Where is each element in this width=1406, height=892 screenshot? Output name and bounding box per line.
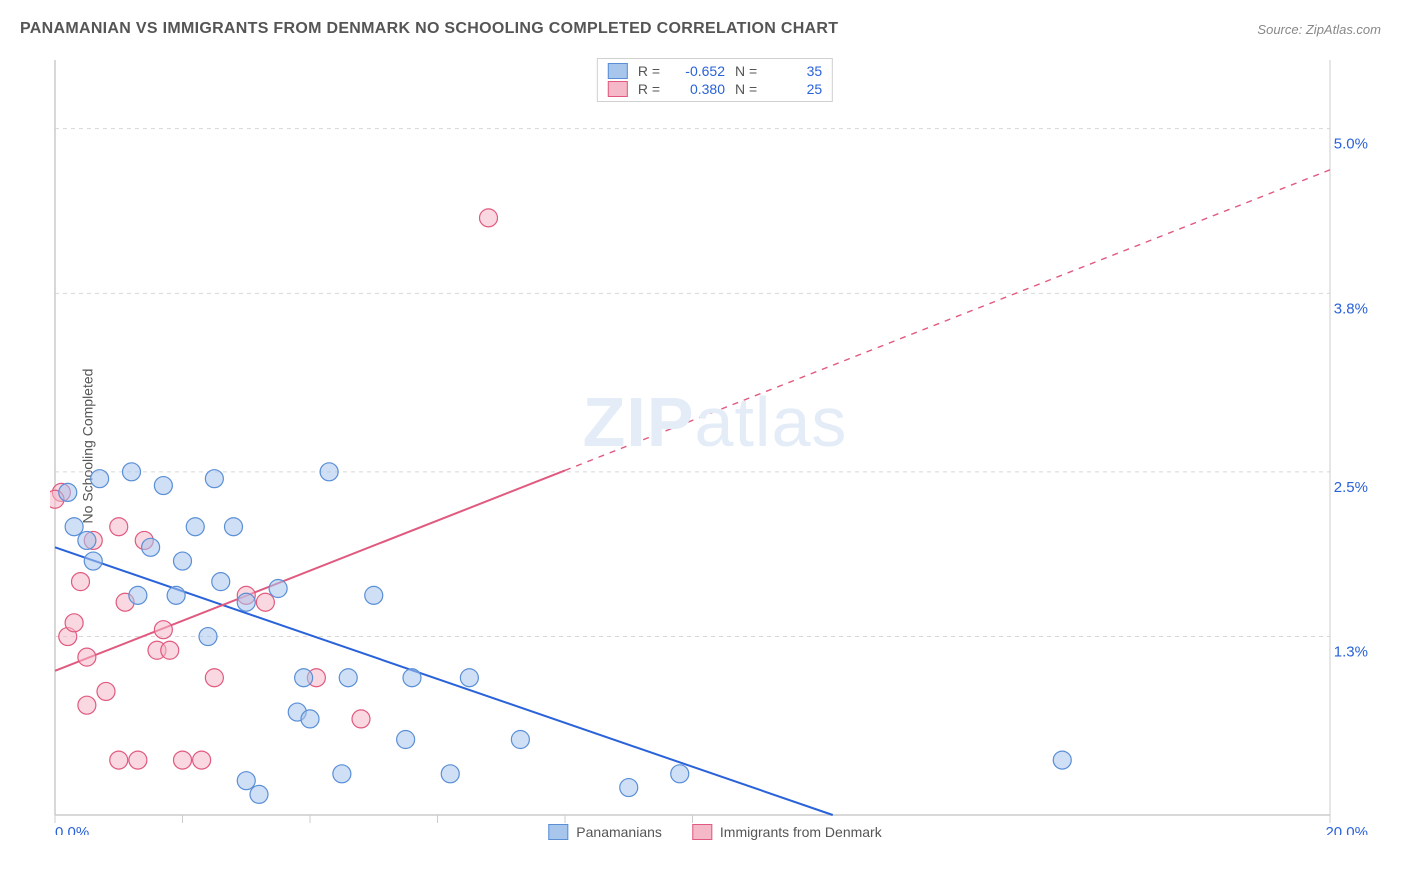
svg-text:3.8%: 3.8% — [1334, 300, 1368, 317]
svg-text:20.0%: 20.0% — [1325, 824, 1368, 835]
legend-bottom-swatch-1 — [692, 824, 712, 840]
legend-n-label: N = — [735, 81, 757, 97]
legend-r-label: R = — [638, 63, 660, 79]
scatter-chart-svg: 1.3% 2.5% 3.8% 5.0% 0.0% 20.0% — [50, 55, 1380, 835]
legend-item-0: Panamanians — [548, 824, 662, 840]
legend-bottom-swatch-0 — [548, 824, 568, 840]
source-name: ZipAtlas.com — [1306, 22, 1381, 37]
legend-r-label: R = — [638, 81, 660, 97]
legend-row-series-0: R = -0.652 N = 35 — [608, 63, 822, 79]
plot-area: ZIPatlas 1.3%2.5%3.8%5.0%0.0%20.0% R = -… — [50, 55, 1380, 835]
legend-n-label: N = — [735, 63, 757, 79]
chart-container: PANAMANIAN VS IMMIGRANTS FROM DENMARK NO… — [0, 0, 1406, 892]
svg-text:2.5%: 2.5% — [1334, 479, 1368, 496]
series-legend: Panamanians Immigrants from Denmark — [548, 824, 881, 840]
correlation-legend: R = -0.652 N = 35 R = 0.380 N = 25 — [597, 58, 833, 102]
legend-item-1: Immigrants from Denmark — [692, 824, 882, 840]
legend-n-value-1: 25 — [767, 81, 822, 97]
source-attribution: Source: ZipAtlas.com — [1257, 22, 1381, 37]
legend-swatch-1 — [608, 81, 628, 97]
legend-bottom-label-1: Immigrants from Denmark — [720, 824, 882, 840]
legend-r-value-1: 0.380 — [670, 81, 725, 97]
legend-r-value-0: -0.652 — [670, 63, 725, 79]
svg-text:5.0%: 5.0% — [1334, 136, 1368, 153]
svg-text:1.3%: 1.3% — [1334, 644, 1368, 661]
legend-bottom-label-0: Panamanians — [576, 824, 662, 840]
legend-swatch-0 — [608, 63, 628, 79]
chart-title: PANAMANIAN VS IMMIGRANTS FROM DENMARK NO… — [20, 20, 838, 38]
legend-row-series-1: R = 0.380 N = 25 — [608, 81, 822, 97]
source-label: Source: — [1257, 22, 1302, 37]
legend-n-value-0: 35 — [767, 63, 822, 79]
svg-text:0.0%: 0.0% — [55, 824, 89, 835]
